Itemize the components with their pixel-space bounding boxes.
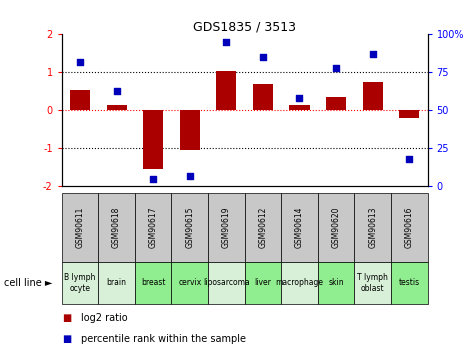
Point — [405, 156, 413, 162]
Bar — [98, 193, 135, 262]
Text: macrophage: macrophage — [276, 278, 323, 287]
Bar — [106, 105, 127, 110]
Bar — [171, 262, 208, 304]
Bar — [135, 262, 171, 304]
Text: GSM90611: GSM90611 — [76, 207, 85, 248]
Text: liver: liver — [255, 278, 271, 287]
Bar — [281, 262, 318, 304]
Text: GSM90617: GSM90617 — [149, 207, 158, 248]
Point — [113, 88, 121, 93]
Point — [295, 96, 304, 101]
Bar — [171, 193, 208, 262]
Text: T lymph
oblast: T lymph oblast — [357, 273, 388, 293]
Text: liposarcoma: liposarcoma — [203, 278, 250, 287]
Bar — [391, 262, 428, 304]
Text: GSM90619: GSM90619 — [222, 207, 231, 248]
Bar — [135, 193, 171, 262]
Text: GSM90618: GSM90618 — [112, 207, 121, 248]
Bar — [98, 262, 135, 304]
Bar — [62, 193, 98, 262]
Text: GSM90612: GSM90612 — [258, 207, 267, 248]
Text: log2 ratio: log2 ratio — [81, 313, 127, 323]
Bar — [289, 105, 310, 110]
Point — [332, 65, 340, 71]
Bar — [253, 84, 273, 110]
Title: GDS1835 / 3513: GDS1835 / 3513 — [193, 20, 296, 33]
Bar — [281, 193, 318, 262]
Text: GSM90615: GSM90615 — [185, 207, 194, 248]
Text: ■: ■ — [62, 334, 71, 344]
Text: B lymph
ocyte: B lymph ocyte — [64, 273, 96, 293]
Text: skin: skin — [328, 278, 344, 287]
Text: brain: brain — [106, 278, 127, 287]
Text: breast: breast — [141, 278, 165, 287]
Text: percentile rank within the sample: percentile rank within the sample — [81, 334, 246, 344]
Bar — [354, 193, 391, 262]
Bar — [318, 262, 354, 304]
Bar — [245, 193, 281, 262]
Text: ■: ■ — [62, 313, 71, 323]
Point — [222, 39, 230, 45]
Bar — [391, 193, 428, 262]
Text: testis: testis — [399, 278, 420, 287]
Bar — [143, 110, 163, 169]
Bar — [216, 70, 237, 110]
Bar — [362, 82, 383, 110]
Point — [259, 55, 267, 60]
Bar — [245, 262, 281, 304]
Text: GSM90613: GSM90613 — [368, 207, 377, 248]
Text: cervix: cervix — [178, 278, 201, 287]
Bar — [326, 97, 346, 110]
Bar — [180, 110, 200, 150]
Bar — [208, 262, 245, 304]
Point — [149, 176, 157, 181]
Bar — [354, 262, 391, 304]
Text: GSM90616: GSM90616 — [405, 207, 414, 248]
Text: GSM90614: GSM90614 — [295, 207, 304, 248]
Point — [369, 51, 377, 57]
Point — [186, 173, 194, 178]
Bar — [62, 262, 98, 304]
Text: cell line ►: cell line ► — [4, 278, 52, 288]
Bar — [208, 193, 245, 262]
Bar — [70, 89, 90, 110]
Text: GSM90620: GSM90620 — [332, 207, 341, 248]
Point — [76, 59, 84, 65]
Bar — [318, 193, 354, 262]
Bar — [399, 110, 419, 118]
